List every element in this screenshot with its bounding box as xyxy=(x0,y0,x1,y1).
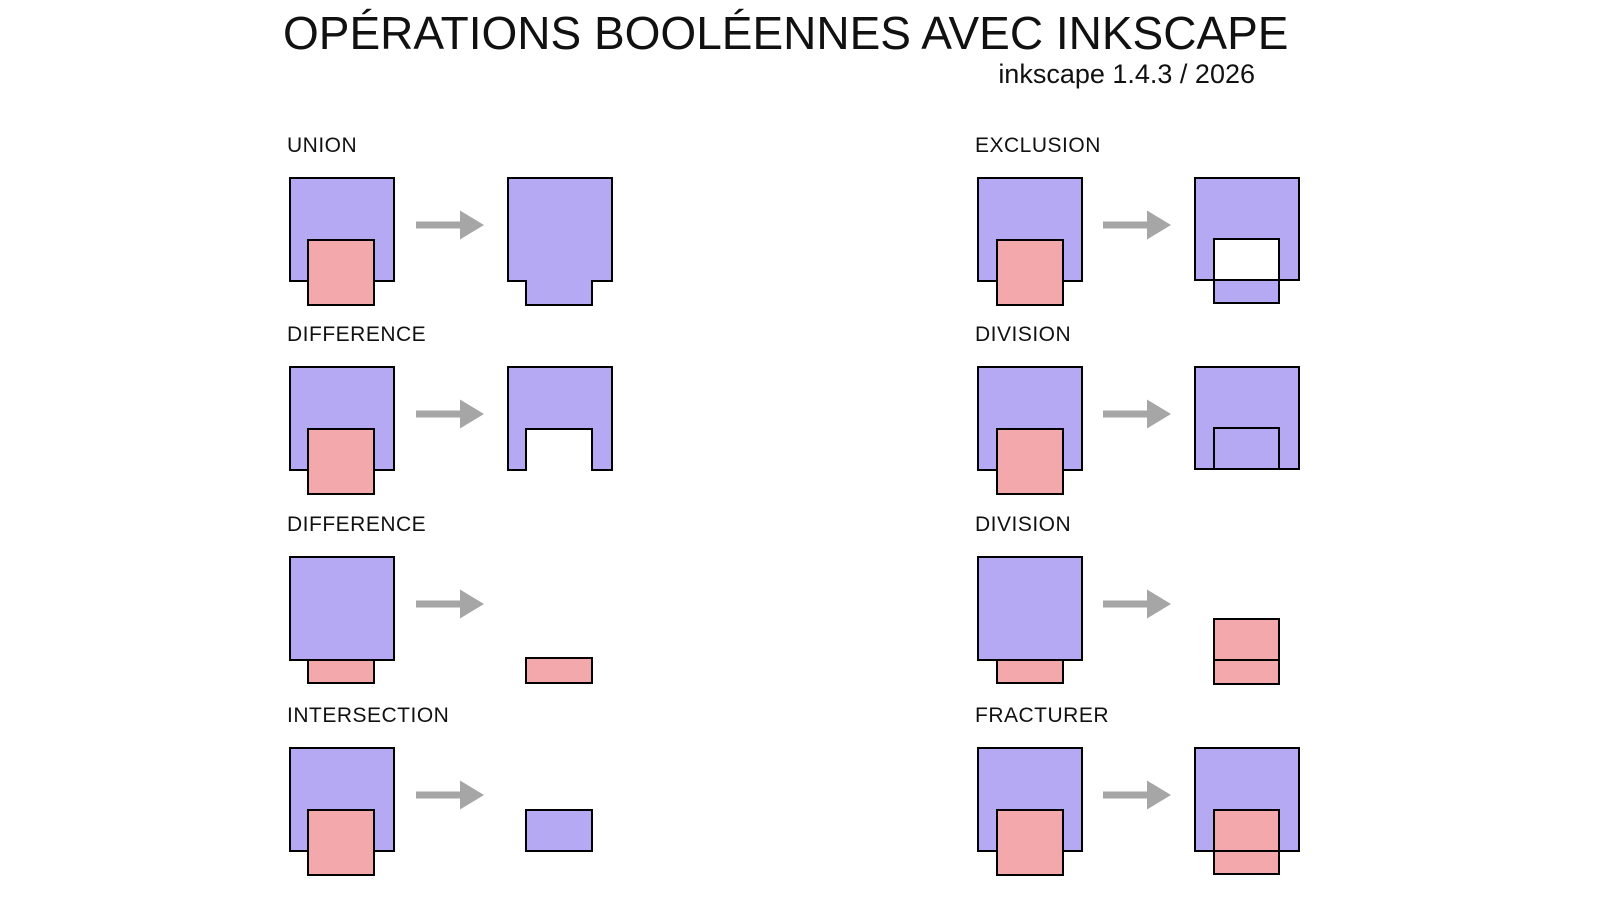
result-bottom-piece xyxy=(1213,659,1280,685)
arrow-right-icon xyxy=(1103,210,1171,240)
section-fracturer xyxy=(977,747,1300,876)
arrow-right-icon xyxy=(416,589,484,619)
result-pink-strip xyxy=(525,657,593,684)
section-difference xyxy=(289,556,593,684)
arrow-right-icon xyxy=(416,780,484,810)
poster-subtitle: inkscape 1.4.3 / 2026 xyxy=(998,59,1255,89)
input-pink-square xyxy=(996,428,1064,495)
section-label-division: DIVISION xyxy=(975,323,1072,346)
input-pink-square xyxy=(307,239,375,306)
section-exclusion xyxy=(977,177,1300,306)
result-top-piece xyxy=(1213,618,1280,661)
input-purple-square xyxy=(977,556,1083,661)
section-label-intersection: INTERSECTION xyxy=(287,704,450,727)
result-bottom-piece xyxy=(1213,850,1280,875)
section-union xyxy=(289,177,613,306)
section-label-union: UNION xyxy=(287,134,358,157)
section-label-difference: DIFFERENCE xyxy=(287,513,427,536)
arrow-right-icon xyxy=(1103,780,1171,810)
arrow-right-icon xyxy=(1103,399,1171,429)
result-inner-piece xyxy=(1213,427,1280,470)
section-label-fracturer: FRACTURER xyxy=(975,704,1109,727)
arrow-right-icon xyxy=(416,210,484,240)
section-division xyxy=(977,556,1280,685)
result-top-piece xyxy=(1213,809,1280,852)
result-intersection-shape xyxy=(525,809,593,852)
section-label-division: DIVISION xyxy=(975,513,1072,536)
result-union-shape xyxy=(507,177,613,306)
input-purple-square xyxy=(289,556,395,661)
input-pink-square xyxy=(996,239,1064,306)
section-label-exclusion: EXCLUSION xyxy=(975,134,1101,157)
section-division xyxy=(977,366,1300,495)
poster-title: OPÉRATIONS BOOLÉENNES AVEC INKSCAPE xyxy=(283,7,1289,59)
section-difference xyxy=(289,366,613,495)
input-pink-square xyxy=(307,809,375,876)
section-intersection xyxy=(289,747,593,876)
result-difference-shape xyxy=(507,366,613,471)
result-bottom-piece xyxy=(1213,279,1280,304)
arrow-right-icon xyxy=(416,399,484,429)
section-label-difference: DIFFERENCE xyxy=(287,323,427,346)
arrow-right-icon xyxy=(1103,589,1171,619)
input-pink-square xyxy=(307,428,375,495)
input-pink-square xyxy=(996,809,1064,876)
result-hole xyxy=(1213,238,1280,281)
